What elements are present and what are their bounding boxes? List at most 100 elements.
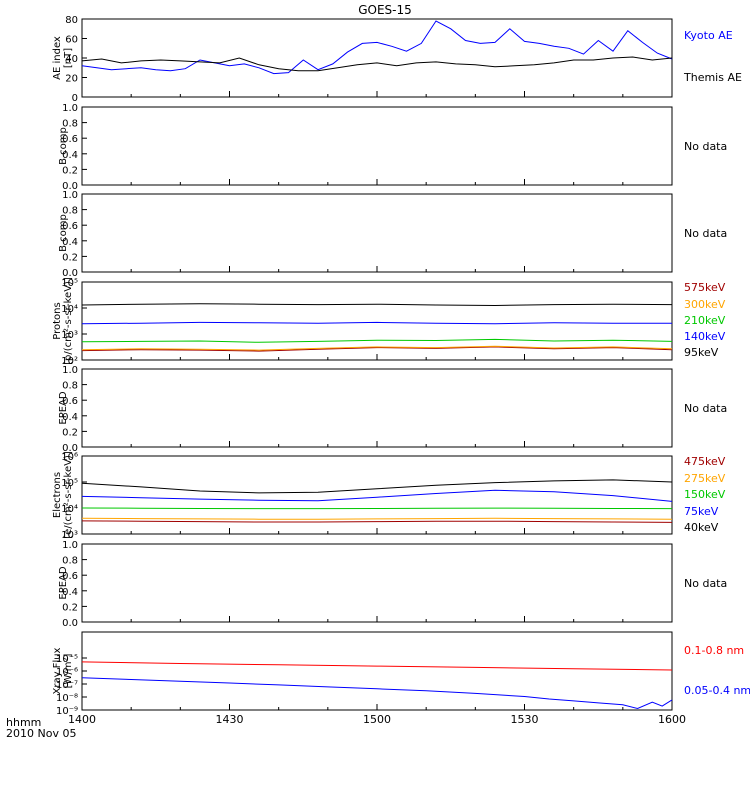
series-line-475kev (81, 520, 673, 523)
legend-entry: 140keV (684, 330, 726, 343)
series-line-95kev (81, 303, 673, 307)
y-tick-label: 10⁻⁶ (56, 667, 78, 678)
y-tick-label: 0.0 (62, 618, 78, 629)
legend-entry: 0.05-0.4 nm (684, 684, 750, 697)
y-tick-label: 0.2 (62, 252, 78, 263)
series-line-300kev (81, 345, 673, 351)
figure-title: GOES-15 (358, 3, 412, 17)
panel-b1: 0.0 0.2 0.4 0.6 0.8 1.0 B comp No data (58, 103, 727, 192)
panel-electrons: 10³ 10⁴ 10⁵ 10⁶ Electrons [e/(cm²-s-sr-keV)] 4… (52, 451, 726, 541)
y-tick-label: 0.6 (62, 396, 78, 407)
y-tick-label: 0 (72, 93, 78, 104)
y-axis-label: Electrons (52, 472, 63, 518)
series-line-kyoto-ae (81, 20, 673, 75)
y-tick-label: 10⁶ (61, 452, 78, 463)
y-tick-label: 10³ (61, 330, 78, 341)
y-tick-label: 0.8 (62, 119, 78, 130)
time-axis-unit-label: hhmm (6, 716, 41, 729)
time-axis-tick-labels: 1400 1430 1500 1530 1600 (68, 713, 686, 726)
time-tick-label: 1430 (216, 713, 244, 726)
y-tick-label: 0.4 (62, 237, 78, 248)
series-line-0-1-0-8-nm (81, 661, 673, 671)
y-tick-label: 0.2 (62, 427, 78, 438)
y-tick-label: 20 (65, 74, 78, 85)
legend-entry: 300keV (684, 298, 726, 311)
y-tick-label: 10⁻⁹ (56, 706, 78, 717)
legend-entry: Themis AE (683, 71, 742, 84)
legend-entry: Kyoto AE (684, 29, 733, 42)
y-tick-label: 0.0 (62, 443, 78, 454)
y-tick-label: 0.0 (62, 181, 78, 192)
panel-frame (81, 543, 673, 623)
y-tick-label: 10⁻⁷ (56, 680, 78, 691)
series-line-575kev (81, 346, 673, 352)
legend-entry: 275keV (684, 472, 726, 485)
y-tick-label: 0.0 (62, 268, 78, 279)
y-tick-label: 10² (61, 356, 78, 367)
time-tick-label: 1400 (68, 713, 96, 726)
y-tick-label: 0.4 (62, 412, 78, 423)
no-data-label: No data (684, 140, 727, 153)
panel-protons: 10² 10³ 10⁴ 10⁵ Protons [p/(cm²-s-sr-keV)] 575… (52, 277, 726, 367)
y-tick-label: 10⁵ (61, 278, 78, 289)
legend-entry: 575keV (684, 281, 726, 294)
y-tick-label: 1.0 (62, 190, 78, 201)
y-tick-label: 0.6 (62, 571, 78, 582)
y-tick-label: 10⁻⁵ (56, 654, 78, 665)
panel-frame (81, 193, 673, 273)
y-axis-label: Protons (52, 302, 63, 339)
no-data-label: No data (684, 402, 727, 415)
y-tick-label: 1.0 (62, 365, 78, 376)
y-tick-label: 0.8 (62, 381, 78, 392)
panel-frame (81, 631, 673, 711)
y-axis-label: B comp (58, 214, 69, 252)
legend-entry: 475keV (684, 455, 726, 468)
y-tick-label: 1.0 (62, 540, 78, 551)
y-axis-label: [nT] (63, 48, 74, 68)
series-line-140kev (81, 321, 672, 325)
panel-b2: 0.0 0.2 0.4 0.6 0.8 1.0 B comp No data (58, 190, 727, 279)
time-tick-label: 1530 (511, 713, 539, 726)
legend-entry: 75keV (684, 505, 719, 518)
y-axis-label: EPEAD (58, 566, 69, 600)
y-tick-label: 0.4 (62, 587, 78, 598)
legend-entry: 40keV (684, 521, 719, 534)
y-tick-label: 0.2 (62, 165, 78, 176)
panel-epead_e: 0.0 0.2 0.4 0.6 0.8 1.0 EPEAD No data (58, 540, 727, 629)
series-line-75kev (81, 489, 673, 502)
date-label: 2010 Nov 05 (6, 727, 76, 740)
y-axis-label: [W/m²] (63, 653, 74, 688)
series-line-themis-ae (81, 56, 673, 72)
series-line-0-05-0-4-nm (81, 677, 673, 710)
y-tick-label: 0.8 (62, 556, 78, 567)
y-axis-label: [e/(cm²-s-sr-keV)] (63, 451, 74, 539)
series-line-150kev (81, 507, 673, 510)
panel-frame (81, 368, 673, 448)
legend-entry: 150keV (684, 488, 726, 501)
y-tick-label: 60 (65, 35, 78, 46)
legend-entry: 0.1-0.8 nm (684, 644, 744, 657)
time-tick-label: 1500 (363, 713, 391, 726)
y-tick-label: 0.4 (62, 150, 78, 161)
time-tick-label: 1600 (658, 713, 686, 726)
y-tick-label: 0.8 (62, 206, 78, 217)
y-tick-label: 10⁻⁸ (56, 693, 78, 704)
series-line-40kev (81, 479, 673, 494)
y-tick-label: 0.2 (62, 602, 78, 613)
no-data-label: No data (684, 577, 727, 590)
series-line-210kev (81, 338, 673, 343)
panel-epead_p: 0.0 0.2 0.4 0.6 0.8 1.0 EPEAD No data (58, 365, 727, 454)
y-tick-label: 10⁴ (61, 504, 78, 515)
y-tick-label: 10³ (61, 530, 78, 541)
panel-frame (81, 106, 673, 186)
y-tick-label: 10⁴ (61, 304, 78, 315)
y-tick-label: 10⁵ (61, 478, 78, 489)
y-axis-label: Xray Flux (52, 647, 63, 694)
y-axis-label: [p/(cm²-s-sr-keV)] (63, 277, 74, 365)
y-axis-label: AE index (52, 36, 63, 80)
legend-entry: 210keV (684, 314, 726, 327)
